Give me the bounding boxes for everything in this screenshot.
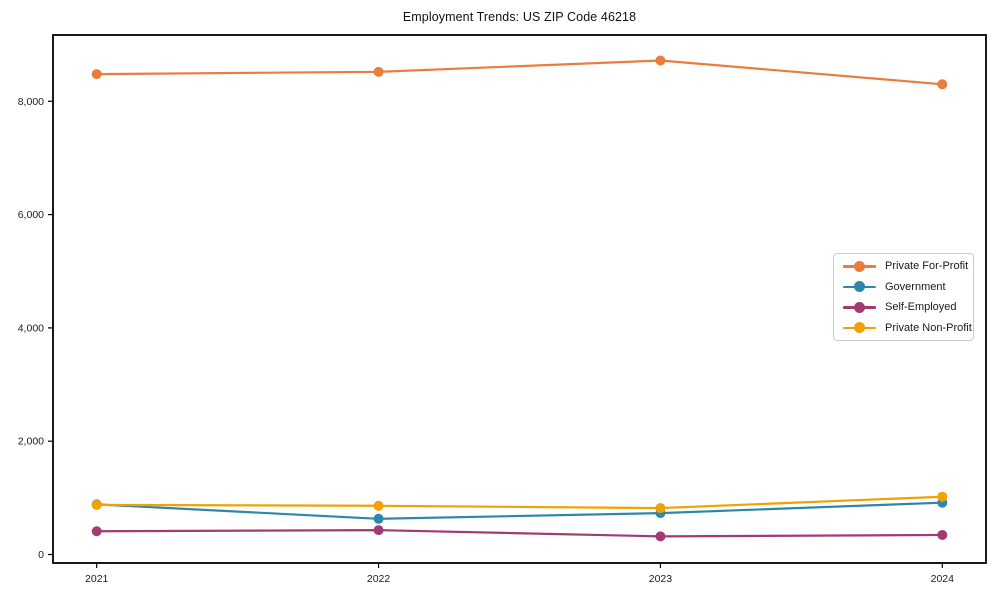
y-tick-label: 4,000 xyxy=(18,322,44,334)
legend-item-government: Government xyxy=(834,277,973,297)
data-point-private-for-profit xyxy=(91,69,102,80)
legend-label: Private Non-Profit xyxy=(885,321,972,334)
x-tick-label: 2023 xyxy=(649,573,673,585)
data-point-self-employed xyxy=(655,531,666,542)
legend-item-self-employed: Self-Employed xyxy=(834,297,973,317)
data-point-self-employed xyxy=(937,529,948,540)
x-tick-label: 2024 xyxy=(931,573,955,585)
legend-label: Private For-Profit xyxy=(885,260,969,273)
y-tick-label: 8,000 xyxy=(18,96,44,108)
data-point-private-non-profit xyxy=(373,500,384,511)
legend-marker-icon xyxy=(843,281,876,293)
plot-border xyxy=(52,34,987,564)
series-line-government xyxy=(95,501,944,520)
legend-label: Government xyxy=(885,280,946,293)
data-point-self-employed xyxy=(373,525,384,536)
legend-marker-icon xyxy=(843,260,876,272)
data-point-private-for-profit xyxy=(937,79,948,90)
data-point-private-non-profit xyxy=(655,503,666,514)
data-point-self-employed xyxy=(91,526,102,537)
data-point-private-non-profit xyxy=(937,491,948,502)
legend-marker-icon xyxy=(843,301,876,313)
chart-title: Employment Trends: US ZIP Code 46218 xyxy=(402,10,637,24)
legend-marker-icon xyxy=(843,322,876,334)
y-tick-label: 2,000 xyxy=(18,436,44,448)
y-tick-label: 0 xyxy=(38,549,44,561)
series-line-private-for-profit xyxy=(95,59,944,86)
data-point-private-for-profit xyxy=(655,55,666,66)
x-tick-label: 2022 xyxy=(367,573,391,585)
data-point-government xyxy=(373,513,384,524)
legend-item-private-for-profit: Private For-Profit xyxy=(834,256,973,276)
x-tick-label: 2021 xyxy=(85,573,109,585)
data-point-private-for-profit xyxy=(373,66,384,77)
data-point-private-non-profit xyxy=(91,499,102,510)
series-line-self-employed xyxy=(95,529,944,538)
legend-label: Self-Employed xyxy=(885,301,957,314)
legend-item-private-non-profit: Private Non-Profit xyxy=(834,318,973,338)
legend: Private For-Profit Government Self-Employe… xyxy=(833,253,974,341)
series-line-private-non-profit xyxy=(95,495,944,510)
y-tick-label: 6,000 xyxy=(18,209,44,221)
